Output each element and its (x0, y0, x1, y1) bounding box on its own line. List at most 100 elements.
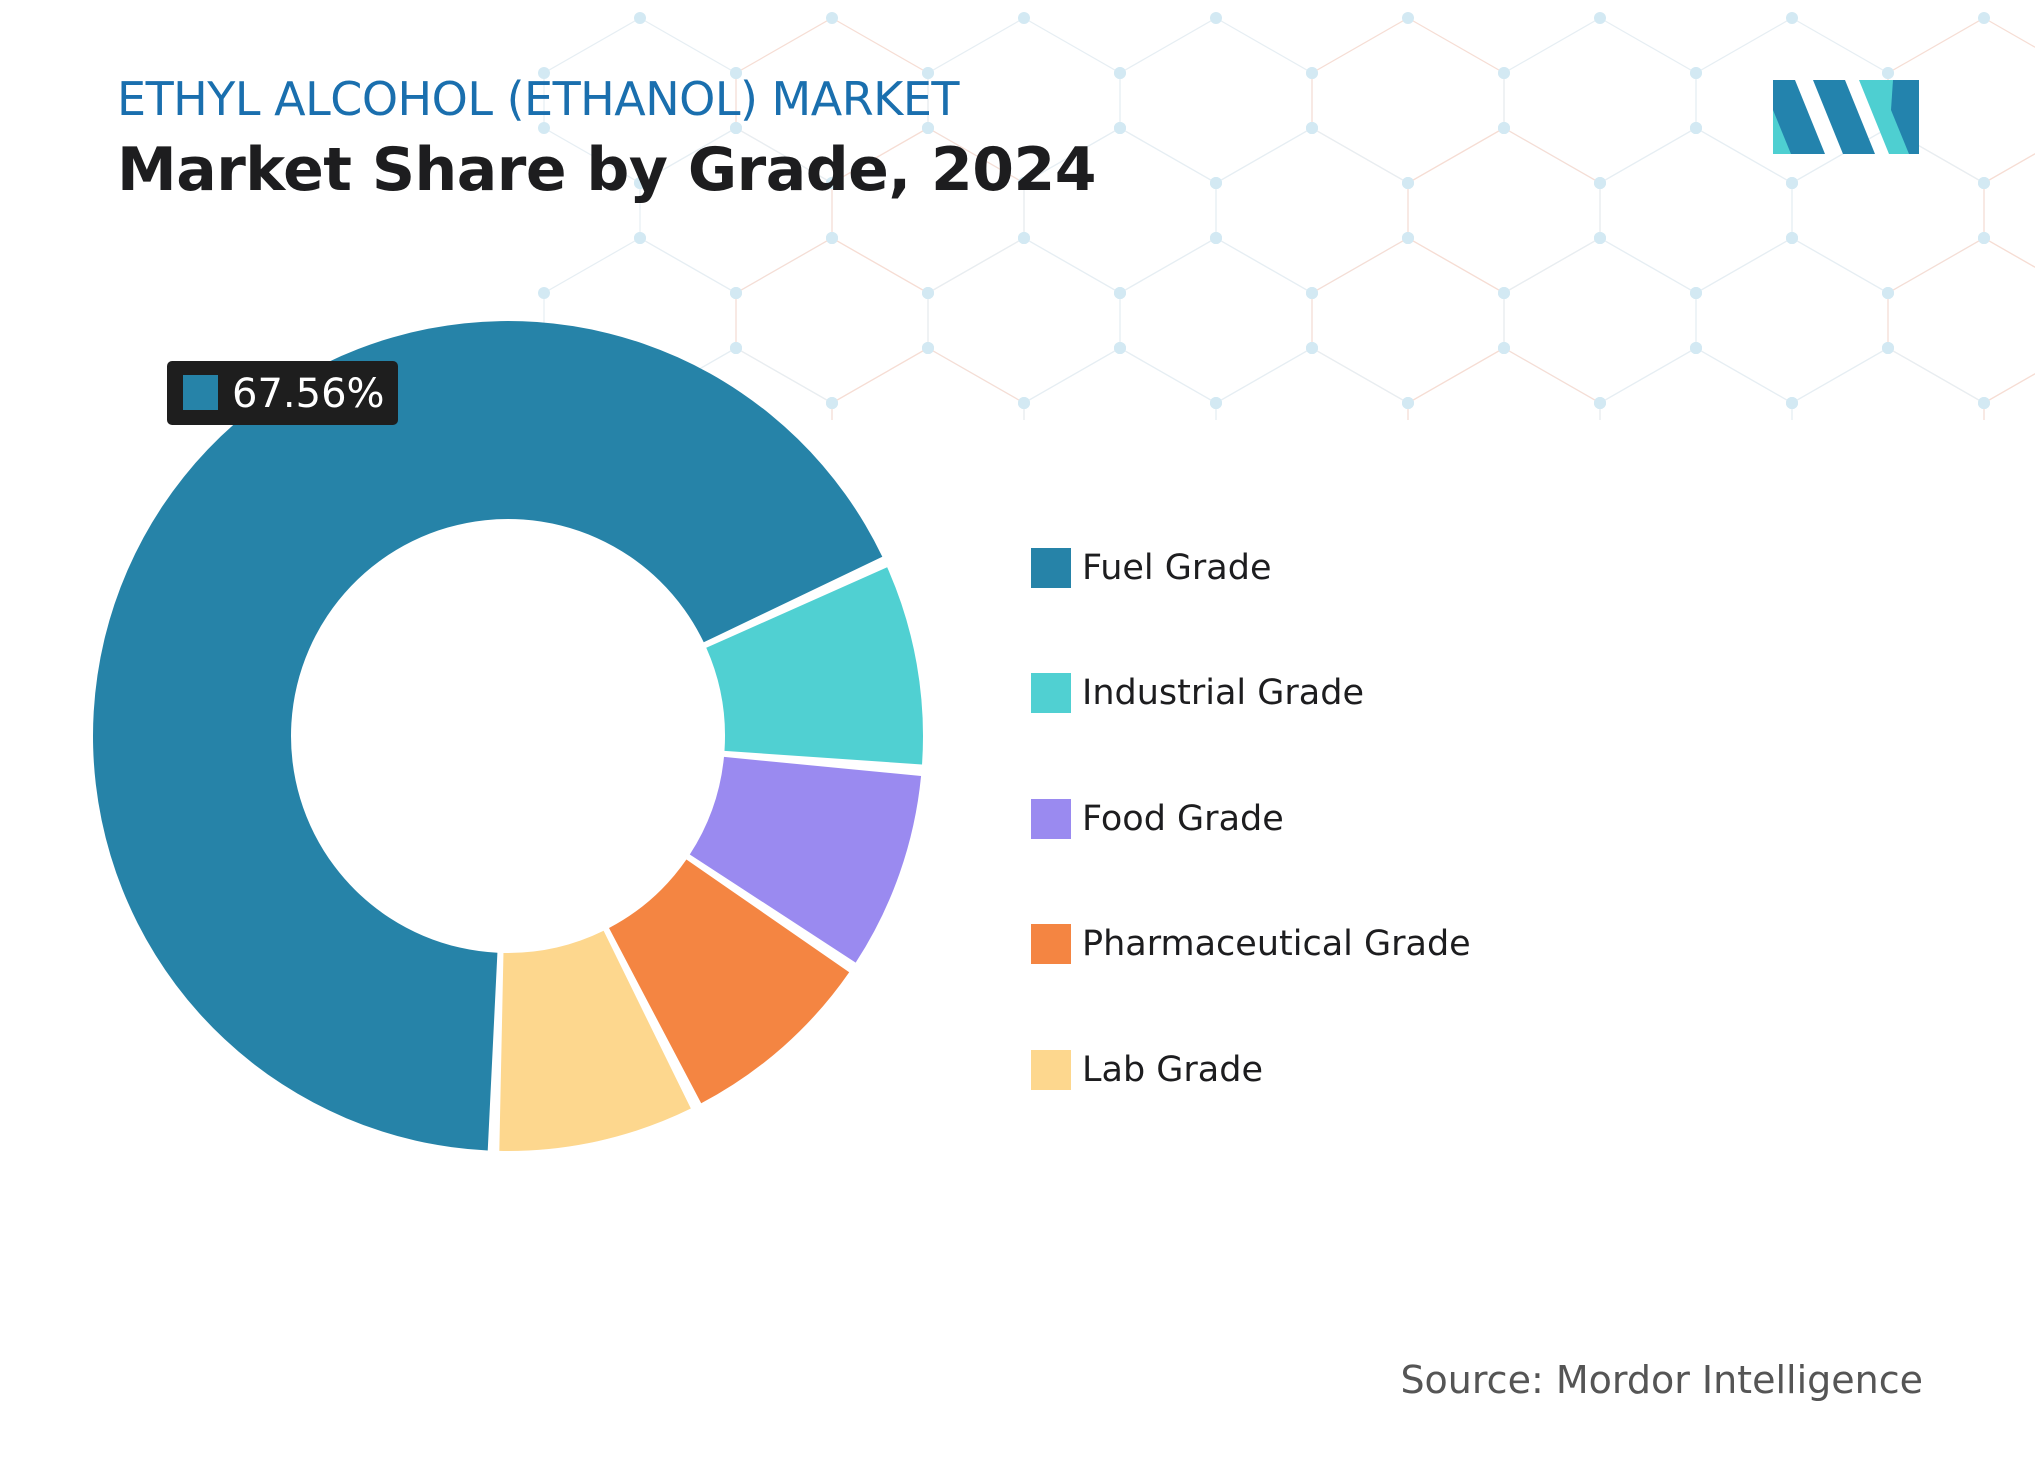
background-hex-pattern (538, 12, 2035, 420)
donut-slice-lab-grade (499, 930, 691, 1151)
bg-hex-node (1114, 122, 1126, 134)
bg-hex-node (1210, 177, 1222, 189)
donut-slice-fuel-grade (92, 321, 883, 1151)
legend-label: Industrial Grade (1082, 673, 1364, 714)
bg-hex-node (1402, 397, 1414, 409)
bg-hex-node (1306, 342, 1318, 354)
bg-hex-node (826, 177, 838, 189)
bg-hex-outline (1695, 237, 1889, 404)
data-label-box (167, 361, 398, 425)
bg-hex-outline (1503, 237, 1697, 404)
bg-hex-node (1690, 122, 1702, 134)
bg-hex-node (1882, 287, 1894, 299)
logo-middle-stroke (1813, 80, 1875, 154)
legend-item-pharmaceutical-grade: Pharmaceutical Grade (1031, 882, 1471, 1008)
legend-label: Fuel Grade (1082, 547, 1272, 588)
legend-label: Lab Grade (1082, 1049, 1263, 1090)
bg-hex-node (1594, 177, 1606, 189)
data-label-fuel-grade: 67.56% (167, 361, 398, 425)
bg-hex-node (1018, 12, 1030, 24)
chart-legend: Fuel Grade Industrial Grade Food Grade P… (1031, 505, 1471, 1133)
bg-hex-node (1402, 232, 1414, 244)
bg-hex-node (1114, 342, 1126, 354)
bg-hex-node (1594, 232, 1606, 244)
legend-label: Food Grade (1082, 798, 1284, 839)
bg-hex-outline (1311, 237, 1505, 404)
legend-swatch (1031, 547, 1071, 588)
bg-hex-node (1018, 177, 1030, 189)
bg-hex-node (634, 12, 646, 24)
bg-hex-node (922, 287, 934, 299)
legend-item-fuel-grade: Fuel Grade (1031, 505, 1471, 631)
legend-swatch (1031, 798, 1071, 839)
bg-hex-node (1786, 232, 1798, 244)
legend-label: Pharmaceutical Grade (1082, 924, 1471, 965)
bg-hex-node (1786, 177, 1798, 189)
donut-slice-food-grade (689, 756, 922, 963)
bg-hex-outline (1599, 127, 1793, 294)
donut-slice-pharmaceutical-grade (609, 859, 850, 1104)
bg-hex-outline (1887, 237, 2035, 404)
bg-hex-node (922, 342, 934, 354)
bg-hex-outline (1119, 237, 1313, 404)
bg-hex-outline (1311, 17, 1505, 184)
legend-swatch (1031, 1049, 1071, 1090)
legend-swatch (1031, 673, 1071, 714)
bg-hex-node (730, 67, 742, 79)
bg-hex-node (1306, 287, 1318, 299)
bg-hex-node (730, 122, 742, 134)
bg-hex-node (1210, 12, 1222, 24)
logo-right-shade (1891, 80, 1919, 154)
legend-swatch (1031, 924, 1071, 965)
bg-hex-outline (1599, 347, 1793, 420)
bg-hex-node (1690, 67, 1702, 79)
page-title: Market Share by Grade, 2024 (117, 135, 1097, 205)
bg-hex-node (634, 177, 646, 189)
bg-hex-node (538, 122, 550, 134)
bg-hex-node (1018, 397, 1030, 409)
bg-hex-outline (1215, 347, 1409, 420)
bg-hex-node (1690, 342, 1702, 354)
bg-hex-node (1114, 67, 1126, 79)
bg-hex-node (922, 67, 934, 79)
bg-hex-node (1402, 12, 1414, 24)
bg-hex-outline (1983, 153, 2035, 268)
bg-hex-outline (1407, 127, 1601, 294)
bg-hex-node (634, 232, 646, 244)
bg-hex-node (826, 12, 838, 24)
bg-hex-node (1786, 397, 1798, 409)
bg-hex-node (1210, 232, 1222, 244)
bg-hex-node (1306, 67, 1318, 79)
bg-hex-outline (1407, 347, 1601, 420)
bg-hex-outline (1983, 373, 2035, 420)
bg-hex-node (1882, 67, 1894, 79)
bg-hex-node (1210, 397, 1222, 409)
bg-hex-node (1978, 397, 1990, 409)
bg-hex-node (1498, 342, 1510, 354)
legend-item-food-grade: Food Grade (1031, 756, 1471, 882)
bg-hex-node (1786, 12, 1798, 24)
logo-left-accent (1773, 110, 1791, 154)
bg-hex-node (1978, 177, 1990, 189)
bg-hex-node (1018, 232, 1030, 244)
logo-left-stroke (1773, 80, 1825, 154)
bg-hex-outline (1023, 347, 1217, 420)
bg-hex-node (1498, 67, 1510, 79)
data-label-text: 67.56% (232, 371, 385, 417)
bg-hex-outline (1119, 17, 1313, 184)
data-label-swatch (183, 375, 218, 410)
bg-hex-outline (1215, 127, 1409, 294)
legend-item-lab-grade: Lab Grade (1031, 1007, 1471, 1133)
legend-item-industrial-grade: Industrial Grade (1031, 631, 1471, 757)
bg-hex-node (730, 287, 742, 299)
bg-hex-node (1498, 122, 1510, 134)
bg-hex-node (1402, 177, 1414, 189)
bg-hex-node (826, 232, 838, 244)
bg-hex-outline (1791, 347, 1985, 420)
donut-slices (92, 321, 924, 1151)
bg-hex-node (922, 122, 934, 134)
mordor-intelligence-logo-icon (1773, 80, 1919, 154)
bg-hex-node (538, 287, 550, 299)
bg-hex-node (1114, 287, 1126, 299)
bg-hex-node (1306, 122, 1318, 134)
